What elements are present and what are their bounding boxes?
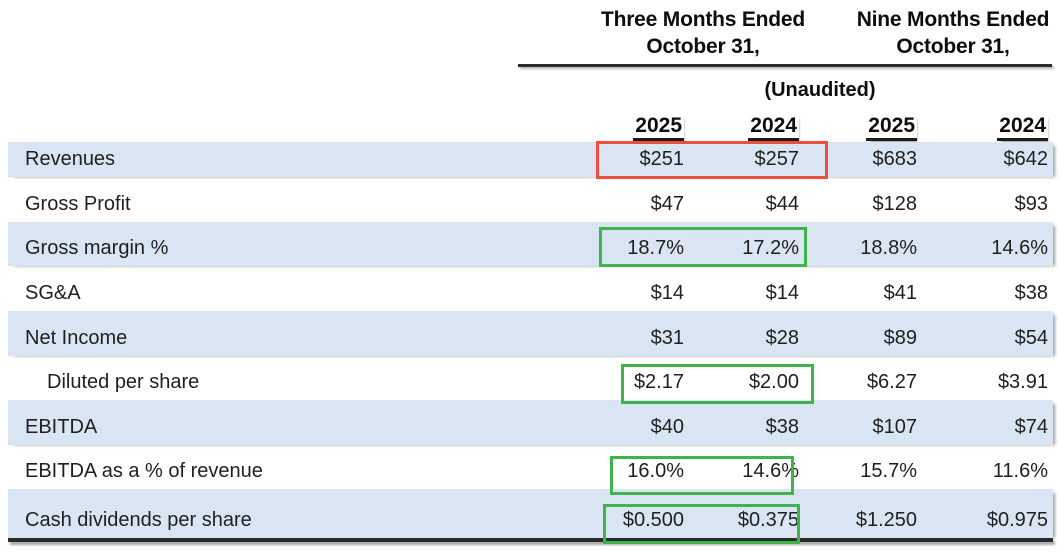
table-row: EBITDA $40 $38 $107 $74 [8, 400, 1053, 445]
cell-value: 18.8% [860, 237, 917, 259]
table-bottom-border [8, 538, 1053, 542]
row-label: Revenues [25, 148, 116, 170]
cell-value: $251 [639, 148, 685, 170]
cell-value: $38 [765, 416, 799, 438]
row-label: Gross Profit [25, 193, 131, 215]
cell-value: $44 [765, 193, 799, 215]
nine-months-header-line2: October 31, [896, 35, 1010, 58]
cell-value: $54 [1014, 327, 1048, 349]
cell-value: $2.00 [748, 371, 799, 393]
row-label: Net Income [25, 327, 128, 349]
header-divider-rule [518, 64, 1052, 67]
ebitda-percent-highlight-box [610, 456, 794, 495]
cell-value: $74 [1014, 416, 1048, 438]
three-months-header-line1: Three Months Ended [600, 8, 806, 31]
cell-value: $14 [765, 282, 799, 304]
cell-value: 17.2% [742, 237, 799, 259]
three-months-header-line2: October 31, [646, 35, 760, 58]
cell-value: 11.6% [992, 460, 1048, 482]
cell-value: 15.7% [860, 460, 917, 482]
cell-value: $3.91 [997, 371, 1048, 393]
nine-months-column-group-header: Nine Months Ended October 31, [798, 6, 1059, 60]
cell-value: $47 [650, 193, 684, 215]
unaudited-label: (Unaudited) [764, 79, 876, 101]
cell-value: $642 [1003, 148, 1049, 170]
table-row: Gross margin % 18.7% 17.2% 18.8% 14.6% [8, 222, 1053, 266]
cell-value: $1.250 [855, 509, 917, 531]
table-row: EBITDA as a % of revenue 16.0% 14.6% 15.7% 1… [8, 445, 1053, 489]
year-label: 2024 [748, 114, 799, 141]
cell-value: $31 [650, 327, 684, 349]
diluted-eps-highlight-box [621, 364, 814, 404]
year-label: 2025 [866, 114, 917, 141]
cell-value: $6.27 [866, 371, 917, 393]
cell-value: $28 [765, 327, 799, 349]
revenues-highlight-box [596, 141, 828, 179]
nine-months-header-line1: Nine Months Ended [856, 8, 1050, 31]
row-label: Gross margin % [25, 237, 169, 259]
cell-value: $14 [650, 282, 684, 304]
cell-value: $93 [1014, 193, 1048, 215]
cell-value: $89 [883, 327, 917, 349]
cell-value: 14.6% [742, 460, 799, 482]
year-label: 2024 [997, 114, 1048, 141]
cell-value: $128 [872, 193, 918, 215]
cell-value: $0.500 [622, 509, 684, 531]
table-row: Diluted per share $2.17 $2.00 $6.27 $3.91 [8, 356, 1053, 400]
year-header-3mo-2025: 2025 [524, 114, 684, 141]
row-label: EBITDA as a % of revenue [25, 460, 263, 482]
cash-dividends-highlight-box [603, 504, 800, 544]
cell-value: $0.375 [737, 509, 799, 531]
cell-value: $38 [1014, 282, 1048, 304]
cell-value: 18.7% [627, 237, 684, 259]
cell-value: $41 [883, 282, 917, 304]
cell-value: $683 [872, 148, 918, 170]
year-headers-row: 2025 2024 2025 2024 [8, 111, 1053, 141]
table-row: Gross Profit $47 $44 $128 $93 [8, 177, 1053, 222]
three-months-column-group-header: Three Months Ended October 31, [548, 6, 858, 60]
gross-margin-highlight-box [599, 227, 807, 267]
cell-value: 14.6% [991, 237, 1048, 259]
cell-value: $40 [650, 416, 684, 438]
cell-value: 16.0% [627, 460, 684, 482]
row-label: Diluted per share [47, 371, 200, 393]
table-row: Cash dividends per share $0.500 $0.375 $1.2… [8, 489, 1053, 538]
row-label: EBITDA [25, 416, 98, 438]
table-row: Net Income $31 $28 $89 $54 [8, 311, 1053, 356]
table-body: Revenues $251 $257 $683 $642 Gross Profit $47 $… [8, 142, 1053, 538]
row-label: Cash dividends per share [25, 509, 252, 531]
year-label: 2025 [633, 114, 684, 141]
year-header-9mo-2024: 2024 [917, 114, 1048, 141]
row-label: SG&A [25, 282, 81, 304]
cell-value: $107 [872, 416, 918, 438]
table-row: SG&A $14 $14 $41 $38 [8, 266, 1053, 311]
year-header-9mo-2025: 2025 [799, 114, 917, 141]
cell-value: $0.975 [986, 509, 1048, 531]
cell-value: $257 [754, 148, 800, 170]
table-row: Revenues $251 $257 $683 $642 [8, 142, 1053, 177]
year-header-3mo-2024: 2024 [684, 114, 799, 141]
cell-value: $2.17 [633, 371, 684, 393]
